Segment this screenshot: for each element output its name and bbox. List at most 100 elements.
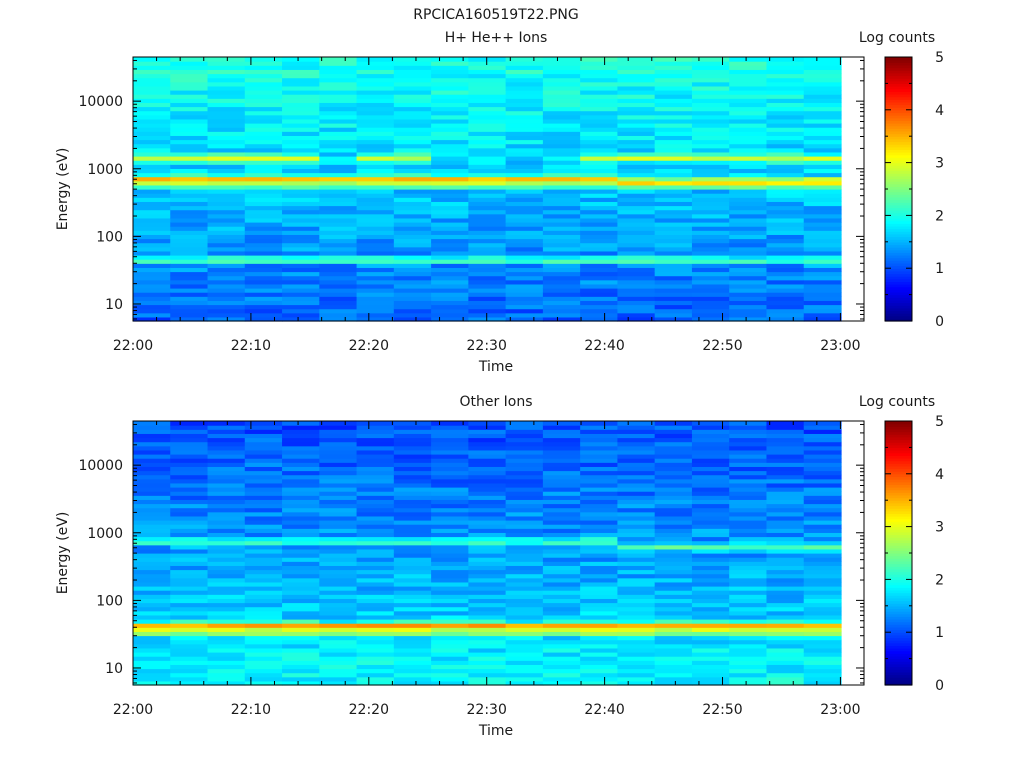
heatmap-cell bbox=[766, 573, 805, 579]
heatmap-cell bbox=[766, 176, 805, 182]
heatmap-cell bbox=[393, 65, 432, 70]
heatmap-cell bbox=[505, 308, 544, 314]
heatmap-cell bbox=[170, 189, 209, 194]
heatmap-cell bbox=[282, 164, 320, 169]
heatmap-cell bbox=[319, 499, 358, 505]
heatmap-cell bbox=[393, 69, 432, 75]
heatmap-cell bbox=[244, 454, 283, 459]
heatmap-cell bbox=[654, 316, 693, 322]
heatmap-cell bbox=[207, 569, 246, 575]
heatmap-cell bbox=[580, 201, 619, 207]
heatmap-cell bbox=[133, 213, 171, 219]
heatmap-cell bbox=[468, 627, 507, 632]
heatmap-cell bbox=[617, 288, 656, 293]
heatmap-cell bbox=[468, 482, 507, 488]
heatmap-cell bbox=[729, 217, 768, 223]
heatmap-cell bbox=[580, 312, 619, 318]
heatmap-cell bbox=[244, 263, 283, 268]
heatmap-cell bbox=[356, 226, 395, 231]
heatmap-cell bbox=[431, 425, 469, 430]
heatmap-cell bbox=[319, 528, 358, 533]
heatmap-cell bbox=[803, 213, 842, 219]
heatmap-cell bbox=[319, 606, 358, 612]
heatmap-cell bbox=[542, 217, 581, 223]
heatmap-cell bbox=[766, 614, 805, 620]
heatmap-cell bbox=[580, 520, 619, 525]
heatmap-cell bbox=[431, 73, 469, 79]
heatmap-cell bbox=[170, 586, 209, 591]
colorbar-swatch bbox=[885, 93, 912, 98]
heatmap-cell bbox=[244, 602, 283, 608]
colorbar-swatch bbox=[885, 284, 912, 288]
heatmap-cell bbox=[468, 614, 507, 620]
heatmap-cell bbox=[580, 672, 619, 678]
colorbar-swatch bbox=[885, 663, 912, 668]
heatmap-cell bbox=[505, 511, 544, 517]
heatmap-cell bbox=[766, 602, 805, 608]
heatmap-cell bbox=[431, 193, 469, 198]
heatmap-cell bbox=[691, 491, 730, 496]
heatmap-cell bbox=[431, 664, 469, 670]
colorbar-swatch bbox=[885, 120, 912, 124]
heatmap-cell bbox=[766, 316, 805, 322]
heatmap-cell bbox=[393, 676, 432, 682]
heatmap-cell bbox=[431, 94, 469, 99]
heatmap-cell bbox=[133, 118, 171, 124]
heatmap-cell bbox=[170, 598, 209, 604]
heatmap-cell bbox=[393, 528, 432, 533]
heatmap-cell bbox=[282, 283, 320, 289]
heatmap-cell bbox=[691, 454, 730, 459]
heatmap-cell bbox=[431, 524, 469, 529]
heatmap-cell bbox=[617, 482, 656, 488]
heatmap-cell bbox=[468, 548, 507, 554]
heatmap-cell bbox=[691, 429, 730, 434]
colorbar-tick-label: 0 bbox=[935, 314, 944, 330]
colorbar-swatch bbox=[885, 582, 912, 586]
heatmap-cell bbox=[356, 466, 395, 472]
heatmap-cell bbox=[431, 106, 469, 112]
heatmap-cell bbox=[729, 639, 768, 645]
heatmap-cell bbox=[282, 511, 320, 517]
heatmap-cell bbox=[207, 652, 246, 657]
heatmap-cell bbox=[282, 524, 320, 529]
heatmap-cell bbox=[133, 312, 171, 318]
heatmap-cell bbox=[393, 90, 432, 95]
heatmap-cell bbox=[654, 106, 693, 112]
heatmap-cell bbox=[170, 102, 209, 108]
heatmap-cell bbox=[244, 300, 283, 306]
heatmap-cell bbox=[766, 275, 805, 281]
heatmap-cell bbox=[542, 300, 581, 306]
heatmap-cell bbox=[170, 176, 209, 182]
heatmap-cell bbox=[244, 594, 283, 599]
heatmap-cell bbox=[803, 421, 842, 426]
heatmap-cell bbox=[729, 300, 768, 306]
heatmap-cell bbox=[356, 606, 395, 612]
heatmap-cell bbox=[170, 487, 209, 492]
heatmap-cell bbox=[505, 421, 544, 426]
heatmap-cell bbox=[729, 151, 768, 157]
heatmap-cell bbox=[319, 598, 358, 604]
heatmap-cell bbox=[468, 193, 507, 198]
heatmap-cell bbox=[766, 532, 805, 538]
heatmap-cell bbox=[133, 94, 171, 99]
heatmap-cell bbox=[133, 217, 171, 223]
heatmap-cell bbox=[356, 308, 395, 314]
heatmap-cell bbox=[766, 209, 805, 215]
heatmap-cell bbox=[282, 296, 320, 301]
heatmap-cell bbox=[580, 151, 619, 157]
heatmap-cell bbox=[468, 524, 507, 529]
heatmap-cell bbox=[505, 524, 544, 529]
heatmap-cell bbox=[170, 433, 209, 439]
heatmap-cell bbox=[133, 246, 171, 252]
heatmap-cell bbox=[729, 189, 768, 194]
heatmap-cell bbox=[393, 172, 432, 178]
heatmap-cell bbox=[133, 61, 171, 66]
heatmap-cell bbox=[691, 553, 730, 558]
heatmap-cells bbox=[133, 57, 842, 322]
heatmap-cell bbox=[468, 308, 507, 314]
heatmap-cell bbox=[542, 176, 581, 182]
heatmap-cell bbox=[356, 565, 395, 571]
heatmap-cell bbox=[356, 160, 395, 165]
heatmap-cell bbox=[803, 656, 842, 661]
heatmap-cell bbox=[133, 102, 171, 108]
